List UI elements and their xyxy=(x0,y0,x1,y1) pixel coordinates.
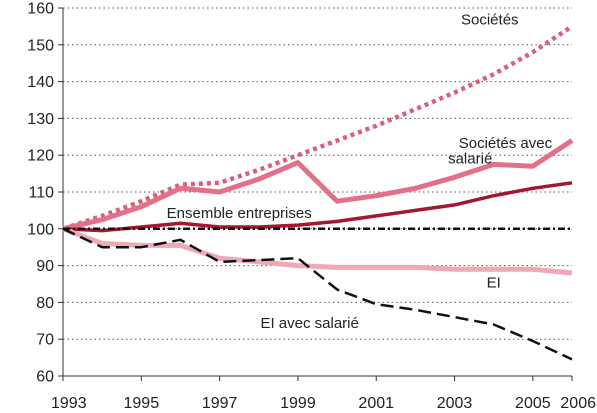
y-tick-label: 120 xyxy=(27,148,54,165)
series-line-soci-t-s-avec-salari- xyxy=(62,138,574,232)
series-annotation: Sociétés avec xyxy=(459,135,553,152)
y-tick-label: 140 xyxy=(27,74,54,91)
y-tick-label: 130 xyxy=(27,111,54,128)
x-tick-label: 1993 xyxy=(51,395,87,412)
series-annotation: Sociétés xyxy=(461,12,519,29)
y-tick-label: 150 xyxy=(27,37,54,54)
y-tick-label: 70 xyxy=(36,332,54,349)
y-tick-label: 100 xyxy=(27,221,54,238)
x-tick-label: 1997 xyxy=(202,395,238,412)
x-tick-label: 1995 xyxy=(124,395,160,412)
series-annotation: EI xyxy=(487,275,501,292)
y-tick-label: 110 xyxy=(28,185,54,202)
series-lines xyxy=(62,24,574,361)
y-tick-label: 160 xyxy=(27,1,54,18)
x-tick-label: 2006 xyxy=(560,395,596,412)
x-tick-label: 2005 xyxy=(515,395,551,412)
series-annotation: salarié xyxy=(448,151,492,168)
series-annotation: EI avec salarié xyxy=(260,315,358,332)
x-tick-label: 2001 xyxy=(358,395,394,412)
series-line-ei-avec-salari- xyxy=(62,227,573,361)
y-tick-label: 90 xyxy=(36,258,54,275)
y-tick-label: 60 xyxy=(36,369,54,386)
x-tick-label: 2003 xyxy=(437,395,473,412)
series-line-soci-t-s xyxy=(62,24,574,231)
series-annotation: Ensemble entreprises xyxy=(167,205,312,222)
x-tick-label: 1999 xyxy=(280,395,316,412)
series-line-ei xyxy=(62,226,573,276)
tick-labels: 60 70 80 90 100 110 120 130 140 150 160 1993 1995 199… xyxy=(27,1,596,413)
y-tick-label: 80 xyxy=(36,295,54,312)
series-line-ensemble-entreprises xyxy=(62,181,573,233)
